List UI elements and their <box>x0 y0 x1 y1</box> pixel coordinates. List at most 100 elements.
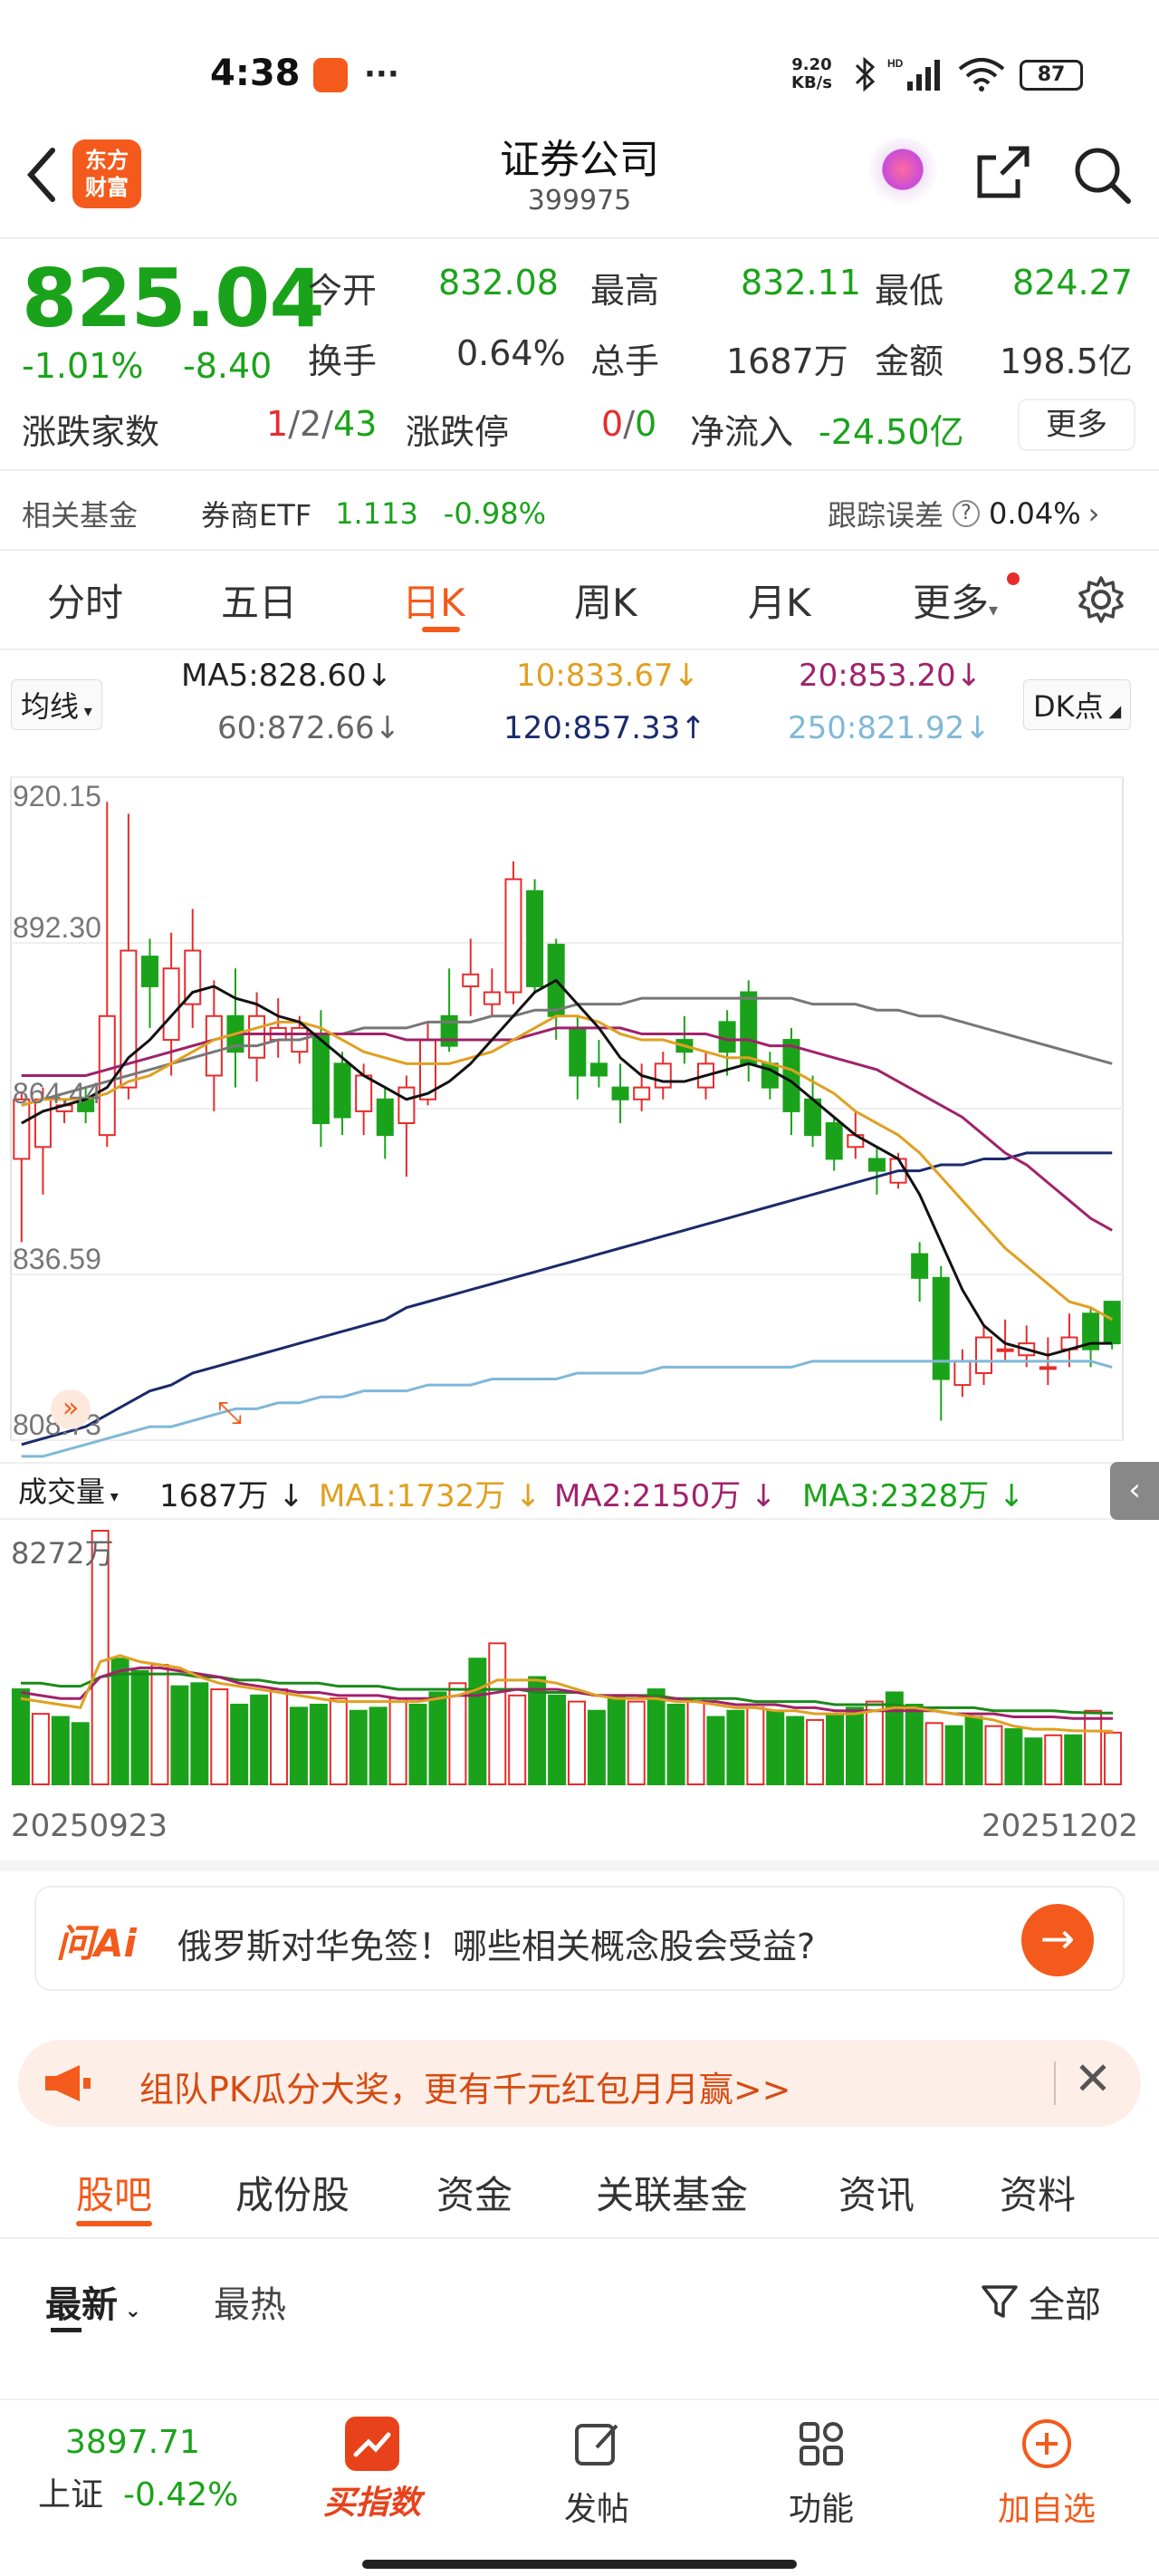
volume-selector[interactable]: 成交量 ▾ <box>18 1475 119 1509</box>
add-circle-icon <box>1022 2419 1071 2468</box>
filter-all[interactable]: 全部 <box>980 2275 1101 2328</box>
volume-bar <box>408 1703 427 1785</box>
volume-bar <box>647 1688 666 1786</box>
page-title: 证券公司 <box>500 137 659 183</box>
search-icon[interactable] <box>1070 143 1134 207</box>
limit-label: 涨跌停 <box>406 412 510 452</box>
tab-constituents[interactable]: 成份股 <box>235 2173 350 2217</box>
tab-related-funds[interactable]: 关联基金 <box>596 2173 749 2217</box>
tab-more[interactable]: 更多▾ <box>913 581 999 625</box>
promo-text: 组队PK瓜分大奖，更有千元红包月月赢>> <box>139 2070 791 2110</box>
candle <box>184 949 202 1005</box>
volume-bar <box>706 1716 725 1786</box>
status-bar: 4:38 ··· 9.20 KB/s HD 87 <box>0 0 1159 136</box>
volume-header <box>0 1462 1159 1520</box>
volume-bar <box>786 1716 805 1786</box>
fullscreen-icon[interactable]: ⤡ <box>217 1395 243 1431</box>
index-quote[interactable]: 3897.71 上证 -0.42% <box>38 2424 239 2514</box>
change-percent: -1.01% <box>22 346 144 386</box>
current-price: 825.04 <box>22 252 325 345</box>
ma120-line <box>21 1151 1113 1447</box>
change-value: -8.40 <box>183 346 273 386</box>
volume-max-label: 8272万 <box>11 1536 114 1571</box>
volume-bar <box>71 1722 90 1785</box>
nav-add-watchlist[interactable]: 加自选 <box>983 2417 1110 2530</box>
volume-value: 1687万 <box>726 341 848 381</box>
volume-bar <box>1044 1734 1063 1786</box>
ma60-label: 60:872.66↓ <box>217 710 401 746</box>
tab-monthly-k[interactable]: 月K <box>748 581 811 625</box>
ai-question-bar[interactable]: 问Ai 俄罗斯对华免签！哪些相关概念股会受益? → <box>34 1886 1125 1991</box>
divider <box>0 649 1159 650</box>
ai-go-arrow-icon[interactable]: → <box>1021 1904 1094 1976</box>
ma250-line <box>21 1360 1113 1458</box>
tab-daily-k[interactable]: 日K <box>402 581 465 625</box>
sort-latest[interactable]: 最新 ⌄ <box>45 2284 142 2326</box>
volume-bar <box>1064 1734 1083 1786</box>
volume-chart[interactable] <box>0 1522 1159 1793</box>
candle <box>911 1253 929 1279</box>
settings-gear-icon[interactable] <box>1076 574 1126 625</box>
tab-funds-flow[interactable]: 资金 <box>436 2173 513 2217</box>
tab-news[interactable]: 资讯 <box>838 2173 915 2217</box>
sort-hot[interactable]: 最热 <box>214 2284 286 2326</box>
amount-label: 金额 <box>875 341 944 381</box>
volume-value-label: 1687万 ↓ <box>159 1478 304 1514</box>
volume-label: 总手 <box>590 341 660 381</box>
expand-left-icon[interactable]: » <box>51 1389 91 1429</box>
vol-ma2-label: MA2:2150万 ↓ <box>554 1478 777 1514</box>
collapse-panel-icon[interactable]: ‹ <box>1110 1462 1159 1520</box>
volume-bar <box>587 1709 606 1785</box>
nav-post[interactable]: 发帖 <box>538 2417 656 2530</box>
volume-bar <box>488 1642 507 1785</box>
close-icon[interactable]: ✕ <box>1074 2052 1112 2105</box>
tracking-error[interactable]: 跟踪误差 ? 0.04% › <box>828 496 1100 533</box>
promo-banner[interactable]: 组队PK瓜分大奖，更有千元红包月月赢>> ✕ <box>18 2040 1141 2127</box>
price-axis-label: 836.59 <box>13 1243 101 1275</box>
bottom-nav: 3897.71 上证 -0.42% 买指数 发帖 功能 加自选 <box>0 2398 1159 2576</box>
share-icon[interactable] <box>972 143 1032 203</box>
net-speed: 9.20 KB/s <box>791 55 832 92</box>
tab-intraday[interactable]: 分时 <box>47 581 124 625</box>
ma60-line <box>21 996 1113 1107</box>
candle <box>654 1062 672 1089</box>
candle <box>1103 1301 1121 1345</box>
candle <box>611 1086 629 1101</box>
volume-bar <box>766 1709 785 1785</box>
divider <box>0 549 1159 551</box>
volume-bar <box>924 1722 943 1785</box>
more-button[interactable]: 更多 <box>1018 399 1135 451</box>
open-value: 832.08 <box>438 263 559 303</box>
candle <box>782 1039 800 1112</box>
ma-selector[interactable]: 均线 ▾ <box>11 679 102 730</box>
volume-bar <box>984 1725 1003 1786</box>
nav-buy-index[interactable]: 买指数 <box>313 2417 431 2523</box>
volume-bar <box>11 1688 30 1786</box>
vol_ma1-line <box>20 1654 1114 1733</box>
volume-bar <box>826 1713 845 1785</box>
tab-guba[interactable]: 股吧 <box>76 2173 153 2217</box>
volume-bar <box>190 1682 209 1785</box>
back-arrow-icon[interactable] <box>20 143 65 207</box>
volume-bar <box>369 1706 388 1786</box>
volume-bar <box>845 1706 864 1786</box>
candle <box>483 991 501 1005</box>
related-fund[interactable]: 券商ETF 1.113 -0.98% <box>201 496 546 533</box>
dk-point-toggle[interactable]: DK点 ◢ <box>1023 679 1132 730</box>
updown-count-label: 涨跌家数 <box>22 412 160 452</box>
volume-bar <box>944 1725 963 1786</box>
signal-icon: HD <box>887 57 940 91</box>
ai-logo: 问Ai <box>56 1921 137 1966</box>
assistant-avatar-icon[interactable] <box>867 138 938 208</box>
tab-weekly-k[interactable]: 周K <box>574 581 637 625</box>
latest-underline <box>51 2328 81 2332</box>
tab-five-day[interactable]: 五日 <box>221 581 298 625</box>
nav-functions[interactable]: 功能 <box>762 2417 880 2530</box>
volume-bar <box>289 1706 308 1786</box>
tab-profile[interactable]: 资料 <box>1000 2173 1077 2217</box>
high-label: 最高 <box>590 271 660 311</box>
low-value: 824.27 <box>1012 263 1133 303</box>
ma5-line <box>21 978 1113 1357</box>
volume-bar <box>428 1691 447 1785</box>
